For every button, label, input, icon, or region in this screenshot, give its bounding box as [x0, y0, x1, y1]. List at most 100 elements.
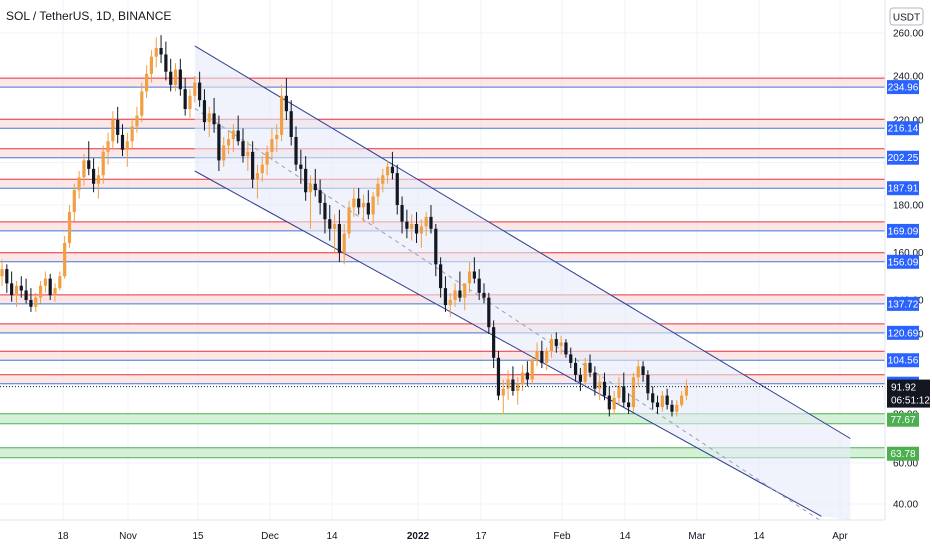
- candle: [299, 149, 303, 184]
- candle: [530, 356, 534, 385]
- candle-body: [564, 342, 568, 355]
- candle-body: [82, 160, 86, 178]
- price-level-text: 156.09: [888, 257, 919, 268]
- candle: [588, 354, 592, 378]
- candle-body: [294, 137, 298, 165]
- price-level-badge: [887, 412, 919, 427]
- candle: [159, 35, 163, 64]
- x-axis-panel[interactable]: [0, 520, 932, 550]
- candle-body: [607, 395, 611, 410]
- price-level-badge: [887, 325, 919, 340]
- candle-body: [159, 48, 163, 55]
- candle: [284, 78, 288, 120]
- candle-body: [655, 402, 660, 408]
- candle: [226, 130, 231, 154]
- current-price-badge: [887, 379, 930, 408]
- candle-body: [636, 366, 640, 378]
- candle-body: [559, 342, 563, 346]
- candle: [429, 205, 433, 234]
- candle-body: [255, 173, 260, 180]
- price-level-badge: [887, 121, 919, 136]
- candle: [651, 386, 655, 410]
- candle: [400, 196, 404, 234]
- channel-fill: [194, 45, 851, 521]
- candle-body: [72, 190, 76, 213]
- candle: [386, 160, 390, 184]
- candle-body: [684, 386, 689, 396]
- candle: [607, 386, 611, 417]
- candle-body: [501, 388, 505, 396]
- candle-body: [496, 357, 501, 396]
- candle: [260, 156, 264, 182]
- candle: [19, 276, 23, 298]
- candle-body: [91, 168, 96, 184]
- currency-badge[interactable]: USDT: [889, 7, 924, 26]
- candle: [612, 391, 616, 414]
- candle: [655, 395, 660, 414]
- candle: [43, 271, 47, 293]
- candle: [670, 400, 674, 417]
- candle-body: [660, 395, 664, 408]
- candle-body: [443, 288, 448, 306]
- price-level-badge: [887, 254, 919, 269]
- current-price-label: 91.92 06:51:12: [887, 379, 930, 408]
- candle: [67, 205, 72, 248]
- candle: [680, 391, 684, 408]
- candle-body: [390, 166, 395, 174]
- channel-midline: [194, 108, 847, 538]
- candle: [448, 292, 452, 317]
- candle-body: [96, 175, 100, 184]
- channel-upper-line[interactable]: [194, 45, 851, 439]
- candle: [289, 100, 293, 146]
- price-level-text: 234.96: [888, 83, 919, 94]
- candle: [178, 58, 182, 96]
- price-level-label: 137.72: [887, 296, 919, 311]
- candle: [207, 106, 211, 137]
- candle: [111, 111, 115, 150]
- candle: [675, 400, 679, 417]
- candle-body: [573, 362, 578, 375]
- candle-body: [477, 278, 481, 293]
- candle: [477, 269, 481, 300]
- candle-body: [299, 164, 303, 169]
- candle: [72, 183, 76, 222]
- channel-lower-line[interactable]: [194, 170, 822, 517]
- candle: [246, 141, 250, 171]
- candle: [434, 224, 438, 277]
- resistance-zone: [0, 119, 885, 129]
- candle-body: [260, 164, 264, 174]
- x-tick-label: Feb: [553, 531, 571, 542]
- price-level-badge: [887, 80, 919, 95]
- candle-body: [371, 196, 375, 215]
- price-level-label: 63.78: [887, 446, 919, 461]
- candle-body: [530, 359, 534, 380]
- candle-body: [366, 202, 370, 215]
- candle-body: [289, 111, 293, 137]
- price-level-label: 120.69: [887, 325, 919, 340]
- candle-body: [583, 362, 587, 382]
- candle-body: [183, 89, 187, 109]
- candle-body: [352, 198, 356, 208]
- price-level-text: 169.09: [888, 226, 919, 237]
- candle-body: [463, 283, 467, 298]
- candle: [173, 63, 178, 92]
- candle: [241, 128, 245, 163]
- candle: [169, 58, 173, 92]
- x-tick-label: 14: [619, 531, 631, 542]
- candle-body: [106, 141, 110, 152]
- candle-body: [193, 82, 197, 96]
- candle-body: [236, 130, 240, 142]
- candle: [569, 347, 573, 368]
- candle-body: [323, 202, 327, 220]
- candle: [525, 361, 529, 387]
- candle: [472, 257, 476, 284]
- candle: [559, 335, 563, 355]
- countdown-text: 06:51:12: [891, 396, 930, 407]
- candle-body: [265, 151, 269, 165]
- candle-body: [135, 115, 139, 127]
- x-tick-label: Mar: [688, 531, 706, 542]
- x-tick-label: Apr: [832, 531, 848, 542]
- candle: [516, 377, 520, 405]
